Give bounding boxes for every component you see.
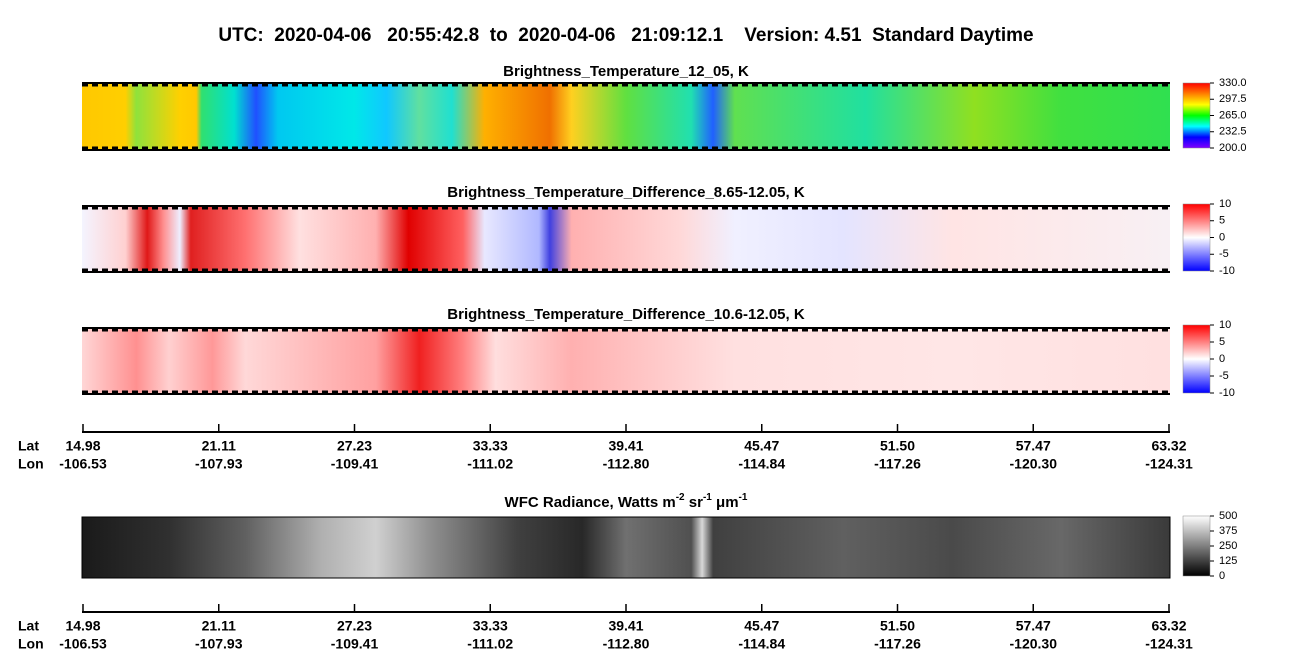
image-strip [82,206,1170,272]
lat-label: 33.33 [473,438,508,454]
image-strip [82,83,1170,150]
lat-label: 39.41 [608,618,643,634]
colorbar-tick-label: 10 [1219,319,1231,331]
lat-label: 39.41 [608,438,643,454]
lon-label: -112.80 [603,456,650,472]
colorbar-tick-label: -10 [1219,265,1235,277]
lon-label: -124.31 [1145,636,1193,652]
title-part: sr [685,494,704,511]
lon-label: -114.84 [738,456,785,472]
colorbar [1182,82,1211,149]
main-title: UTC: 2020-04-06 20:55:42.8 to 2020-04-06… [218,25,1033,46]
lon-label: -117.26 [874,636,921,652]
lat-label: 27.23 [337,438,372,454]
image-strip [81,516,1171,579]
lat-label: 63.32 [1151,438,1186,454]
lat-label: 45.47 [744,438,779,454]
lat-label: 51.50 [880,438,915,454]
lon-label: -117.26 [874,456,921,472]
image-strip [82,328,1170,394]
colorbar-tick-label: 265.0 [1219,109,1247,121]
lon-label: -124.31 [1145,456,1193,472]
lon-label: -114.84 [738,636,785,652]
colorbar-tick-label: 250 [1219,540,1237,552]
colorbar-tick-label: 0 [1219,231,1225,243]
lon-label: -120.30 [1010,456,1058,472]
colorbar-tick-label: -5 [1219,370,1229,382]
title-part: μm [712,494,739,511]
title-part: -2 [676,492,685,503]
lat-label: 27.23 [337,618,372,634]
colorbar-tick-label: -5 [1219,248,1229,260]
lon-label: -112.80 [603,636,650,652]
lon-label: -106.53 [59,636,107,652]
colorbar-tick-label: 232.5 [1219,126,1247,138]
panel-title: Brightness_Temperature_12_05, K [503,63,749,80]
colorbar-tick-label: 330.0 [1219,77,1247,89]
axis-row-label: Lat [18,618,39,634]
colorbar-tick-label: 375 [1219,525,1237,537]
lat-label: 21.11 [202,438,236,454]
lat-label: 45.47 [744,618,779,634]
lon-label: -107.93 [195,456,243,472]
lat-label: 33.33 [473,618,508,634]
colorbar [1182,515,1211,577]
lon-label: -106.53 [59,456,107,472]
colorbar [1182,203,1211,272]
axis-row-label: Lon [18,456,44,472]
panel-title: WFC Radiance, Watts m-2 sr-1 μm-1 [505,492,748,511]
lat-label: 51.50 [880,618,915,634]
colorbar-tick-label: 5 [1219,336,1225,348]
panel-title: Brightness_Temperature_Difference_10.6-1… [447,306,805,323]
colorbar-tick-label: 200.0 [1219,142,1247,154]
lon-label: -111.02 [467,636,513,652]
title-part: -1 [739,492,748,503]
colorbar-tick-label: 5 [1219,215,1225,227]
lat-label: 14.98 [65,618,100,634]
lat-label: 63.32 [1151,618,1186,634]
lon-label: -120.30 [1010,636,1058,652]
title-part: WFC Radiance, Watts m [505,494,676,511]
lat-label: 14.98 [65,438,100,454]
axis-row-label: Lat [18,438,39,454]
lon-label: -107.93 [195,636,243,652]
colorbar-tick-label: 0 [1219,570,1225,582]
colorbar-tick-label: 10 [1219,198,1231,210]
lat-label: 57.47 [1016,618,1051,634]
lon-label: -109.41 [331,456,379,472]
lon-label: -109.41 [331,636,379,652]
colorbar [1182,324,1211,394]
title-part: -1 [703,492,712,503]
panel-title: Brightness_Temperature_Difference_8.65-1… [447,184,805,201]
lon-label: -111.02 [467,456,513,472]
lat-label: 57.47 [1016,438,1051,454]
lat-label: 21.11 [202,618,236,634]
colorbar-tick-label: 0 [1219,353,1225,365]
axis-row-label: Lon [18,636,44,652]
colorbar-tick-label: 297.5 [1219,93,1247,105]
colorbar-tick-label: 500 [1219,510,1237,522]
colorbar-tick-label: -10 [1219,387,1235,399]
colorbar-tick-label: 125 [1219,555,1237,567]
